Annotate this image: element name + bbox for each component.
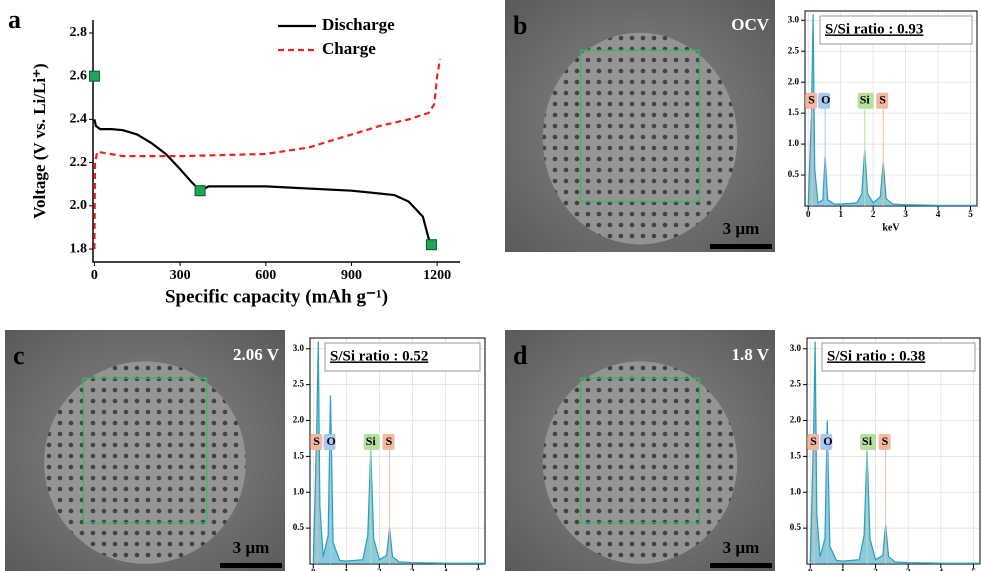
x-tick-label: 4	[939, 567, 944, 571]
plot-background	[807, 338, 980, 564]
y-tick-label: 2.5	[790, 379, 802, 389]
chart-title: S/Si ratio : 0.38	[827, 348, 925, 364]
peak-label: Si	[860, 93, 871, 107]
y-axis-label: Voltage (V vs. Li/Li⁺)	[30, 63, 49, 218]
x-tick-label: 900	[341, 268, 362, 283]
y-tick-label: 3.0	[788, 14, 800, 24]
y-tick-label: 0.5	[788, 169, 800, 179]
x-tick-label: 3	[903, 209, 908, 219]
scale-bar	[710, 563, 772, 568]
peak-label: S	[879, 93, 886, 107]
panel-label: a	[8, 5, 21, 34]
y-tick-label: 3.0	[790, 343, 802, 353]
x-tick-label: 5	[968, 209, 973, 219]
x-tick-label: 0	[808, 567, 813, 571]
peak-label: O	[823, 434, 832, 448]
x-tick-label: 5	[971, 567, 976, 571]
y-tick-label: 2.5	[293, 379, 305, 389]
panel-label: d	[513, 341, 528, 370]
scale-bar-label: 3 µm	[233, 538, 270, 557]
peak-label: S	[808, 93, 815, 107]
condition-label: 1.8 V	[732, 345, 770, 364]
panel-label: b	[513, 11, 527, 40]
scale-bar-label: 3 µm	[723, 219, 760, 238]
y-tick-label: 2.5	[788, 45, 800, 55]
x-tick-label: 4	[443, 567, 448, 571]
peak-label: S	[882, 434, 889, 448]
scale-bar	[220, 563, 282, 568]
y-tick-label: 0.5	[293, 522, 305, 532]
x-tick-label: 0	[806, 209, 811, 219]
y-tick-label: 1.5	[293, 450, 305, 460]
legend-label: Charge	[322, 39, 376, 58]
chart-title: S/Si ratio : 0.52	[330, 348, 428, 364]
peak-label: S	[386, 434, 393, 448]
x-tick-label: 0	[91, 268, 98, 283]
panel-label: c	[13, 341, 25, 370]
x-axis-label: Specific capacity (mAh g⁻¹)	[165, 286, 388, 307]
chart-title: S/Si ratio : 0.93	[825, 21, 923, 37]
x-tick-label: 1	[841, 567, 846, 571]
x-tick-label: 2	[871, 209, 876, 219]
peak-label: Si	[862, 434, 873, 448]
y-tick-label: 2.2	[70, 155, 88, 170]
peak-label: O	[821, 93, 830, 107]
x-tick-label: 0	[311, 567, 316, 571]
y-tick-label: 1.5	[790, 450, 802, 460]
scale-bar	[710, 244, 772, 249]
y-tick-label: 1.0	[790, 486, 802, 496]
marker	[89, 71, 99, 81]
y-tick-label: 2.6	[70, 68, 88, 83]
x-tick-label: 2	[873, 567, 878, 571]
x-tick-label: 1	[838, 209, 843, 219]
y-tick-label: 2.4	[70, 112, 88, 127]
scale-bar-label: 3 µm	[723, 538, 760, 557]
diatom	[543, 361, 737, 563]
y-tick-label: 1.0	[293, 486, 305, 496]
series-line	[94, 119, 431, 244]
x-tick-label: 2	[377, 567, 382, 571]
x-tick-label: 3	[410, 567, 415, 571]
marker	[195, 186, 205, 196]
y-tick-label: 2.0	[70, 198, 88, 213]
series-line	[94, 59, 440, 249]
figure: bOCV3 µmc2.06 V3 µmd1.8 V3 µm03006009001…	[0, 0, 981, 571]
y-tick-label: 2.8	[70, 25, 88, 40]
diatom	[543, 33, 737, 245]
x-tick-label: 5	[476, 567, 481, 571]
peak-label: S	[313, 434, 320, 448]
y-tick-label: 2.0	[790, 415, 802, 425]
x-axis-label: keV	[882, 222, 900, 233]
peak-label: O	[326, 434, 335, 448]
y-tick-label: 1.0	[788, 138, 800, 148]
x-tick-label: 1	[344, 567, 349, 571]
y-tick-label: 3.0	[293, 343, 305, 353]
x-tick-label: 1200	[423, 268, 451, 283]
y-tick-label: 0.5	[790, 522, 802, 532]
diatom	[44, 361, 246, 563]
x-tick-label: 4	[936, 209, 941, 219]
x-tick-label: 600	[255, 268, 276, 283]
condition-label: OCV	[731, 15, 770, 34]
y-tick-label: 2.0	[788, 76, 800, 86]
plot-background	[310, 338, 485, 564]
legend-label: Discharge	[322, 15, 395, 34]
x-tick-label: 3	[906, 567, 911, 571]
x-tick-label: 300	[170, 268, 191, 283]
peak-label: Si	[366, 434, 377, 448]
y-tick-label: 1.8	[70, 241, 88, 256]
peak-label: S	[810, 434, 817, 448]
marker	[426, 240, 436, 250]
y-tick-label: 1.5	[788, 107, 800, 117]
condition-label: 2.06 V	[233, 345, 280, 364]
y-tick-label: 2.0	[293, 415, 305, 425]
